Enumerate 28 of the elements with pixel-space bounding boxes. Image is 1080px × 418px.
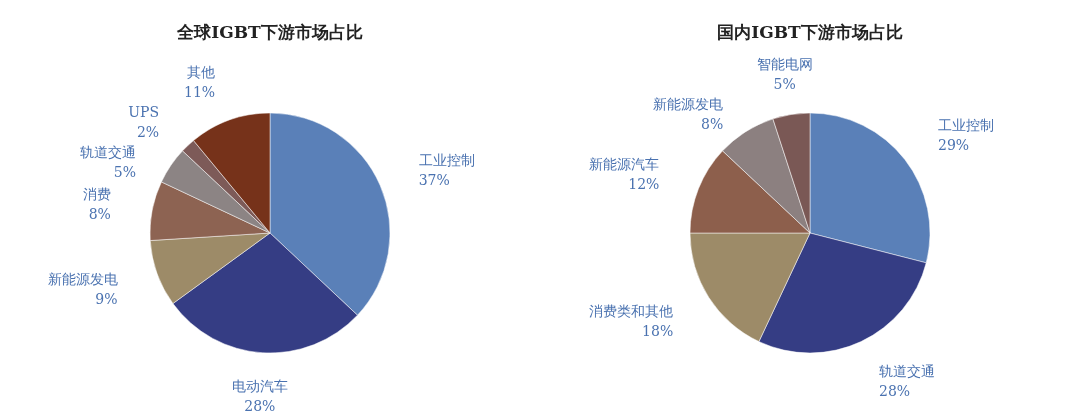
data-label: 5% <box>773 75 796 92</box>
data-label: 28% <box>878 382 911 399</box>
slice-label: 消费类和其他 <box>589 302 674 319</box>
data-label: 29% <box>938 136 970 153</box>
data-label: 2% <box>136 123 160 140</box>
slice-label: 工业控制 <box>418 151 475 168</box>
chart-title: 国内IGBT下游市场占比 <box>717 22 903 42</box>
chart-title: 全球IGBT下游市场占比 <box>176 22 363 42</box>
slice-label: 消费 <box>82 185 111 202</box>
slice-label: 新能源汽车 <box>589 156 660 173</box>
data-label: 8% <box>700 115 724 132</box>
slice-label: 工业控制 <box>938 116 995 133</box>
data-label: 18% <box>642 322 674 339</box>
slice-label: 其他 <box>187 63 216 80</box>
data-label: 11% <box>184 83 216 100</box>
slice-label: 轨道交通 <box>878 362 935 379</box>
data-label: 9% <box>95 290 118 307</box>
data-label: 8% <box>88 205 111 222</box>
slice-label: 电动汽车 <box>231 377 288 394</box>
data-label: 12% <box>628 176 660 193</box>
data-label: 37% <box>418 171 450 188</box>
slice-label: 新能源发电 <box>653 95 724 112</box>
data-label: 5% <box>113 163 137 180</box>
slice-label: UPS <box>128 103 160 120</box>
slice-label: 智能电网 <box>756 55 813 72</box>
slice-label: 新能源发电 <box>47 270 118 287</box>
data-label: 28% <box>244 397 276 414</box>
slice-label: 轨道交通 <box>80 143 137 160</box>
